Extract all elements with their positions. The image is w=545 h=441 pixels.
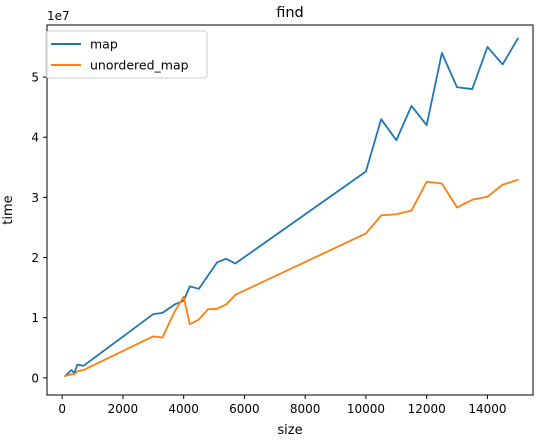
y-tick-label: 3 — [31, 191, 39, 205]
x-tick-label: 2000 — [108, 402, 139, 416]
axes-frame — [46, 24, 534, 396]
y-axis-label: time — [1, 195, 16, 224]
x-axis: 0 2000 4000 6000 8000 10000 12000 14000 — [58, 395, 507, 416]
y-tick-label: 2 — [31, 251, 39, 265]
plot-area — [46, 24, 534, 396]
y-tick-label: 4 — [31, 131, 39, 145]
x-tick-label: 6000 — [229, 402, 260, 416]
y-tick-label: 5 — [31, 71, 39, 85]
series-line-unordered-map — [64, 179, 519, 377]
x-tick-label: 0 — [58, 402, 66, 416]
x-tick-label: 8000 — [290, 402, 321, 416]
legend-label-unordered-map: unordered_map — [90, 58, 189, 73]
legend-box — [45, 30, 208, 79]
x-tick-label: 10000 — [347, 402, 385, 416]
chart-title: find — [276, 5, 304, 21]
x-tick-label: 14000 — [468, 402, 506, 416]
y-axis: 0 1 2 3 4 5 — [31, 71, 47, 385]
series-line-map — [64, 37, 519, 377]
y-axis-offset-label: 1e7 — [47, 9, 70, 23]
x-axis-label: size — [277, 423, 302, 438]
legend: map unordered_map — [45, 30, 208, 79]
y-tick-label: 0 — [31, 371, 39, 385]
x-tick-label: 12000 — [408, 402, 446, 416]
y-tick-label: 1 — [31, 311, 39, 325]
x-tick-label: 4000 — [168, 402, 199, 416]
series-layer — [64, 37, 519, 377]
legend-label-map: map — [90, 37, 118, 52]
